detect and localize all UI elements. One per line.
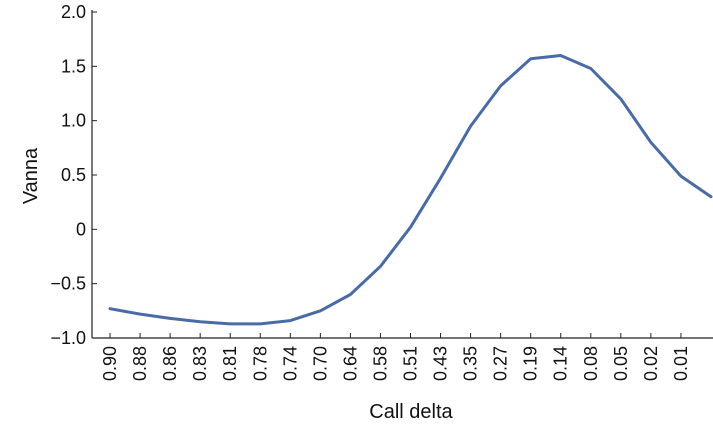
y-tick-label: 1.0 [61,111,86,131]
y-tick-label: 0.5 [61,165,86,185]
x-tick-label: 0.81 [220,346,240,381]
x-tick-label: 0.58 [370,346,390,381]
y-tick-label: 0 [76,219,86,239]
y-axis-label: Vanna [20,147,42,204]
x-tick-label: 0.74 [280,346,300,381]
x-tick-label: 0.51 [401,346,421,381]
x-tick-label: 0.43 [431,346,451,381]
x-tick-label: 0.35 [461,346,481,381]
axes [92,10,713,338]
vanna-series-line [110,56,711,324]
y-axis-ticks: −1.0 −0.5 0 0.5 1.0 1.5 2.0 [50,2,97,348]
x-tick-label: 0.83 [190,346,210,381]
x-tick-label: 0.05 [611,346,631,381]
x-tick-label: 0.19 [521,346,541,381]
x-tick-label: 0.90 [100,346,120,381]
x-tick-label: 0.08 [581,346,601,381]
y-tick-label: −0.5 [50,274,86,294]
x-tick-label: 0.70 [310,346,330,381]
x-axis-ticks: 0.90 0.88 0.86 0.83 0.81 0.78 0.74 0.70 0.64 0.58… [100,333,691,381]
x-tick-label: 0.78 [250,346,270,381]
x-axis-label: Call delta [369,401,453,423]
y-tick-label: 2.0 [61,2,86,22]
y-tick-label: −1.0 [50,328,86,348]
x-tick-label: 0.14 [551,346,571,381]
x-tick-label: 0.27 [491,346,511,381]
x-tick-label: 0.02 [641,346,661,381]
y-tick-label: 1.5 [61,56,86,76]
series-layer [110,56,711,324]
x-tick-label: 0.86 [160,346,180,381]
x-tick-label: 0.01 [671,346,691,381]
x-tick-label: 0.88 [130,346,150,381]
x-tick-label: 0.64 [340,346,360,381]
